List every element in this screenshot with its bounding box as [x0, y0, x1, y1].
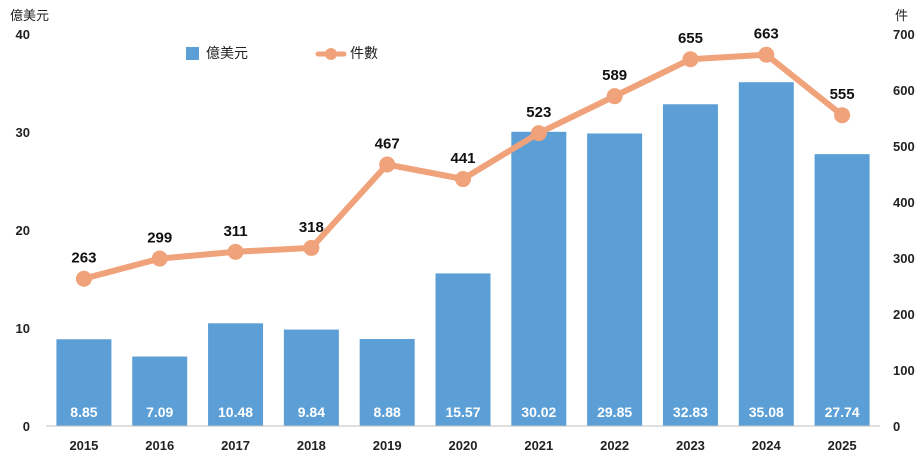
x-tick-label: 2020: [449, 438, 478, 453]
line-value-label: 467: [375, 135, 400, 152]
line-point: [303, 239, 320, 256]
bar-value-label: 29.85: [597, 404, 632, 420]
bar-value-label: 30.02: [521, 404, 556, 420]
x-tick-label: 2022: [600, 438, 629, 453]
line-value-labels: 263 299 311 318 467 441 523 589 655 663 555: [71, 26, 854, 267]
line-value-label: 555: [830, 86, 855, 103]
right-axis-unit: 件: [895, 8, 908, 23]
left-tick-label: 0: [23, 419, 30, 434]
left-tick-label: 30: [16, 125, 30, 140]
line-value-label: 311: [223, 223, 247, 240]
bar-value-label: 32.83: [673, 404, 708, 420]
line-value-label: 655: [678, 30, 703, 47]
bar-value-label: 8.85: [70, 404, 97, 420]
line-value-label: 299: [147, 230, 172, 247]
line-point: [227, 243, 244, 260]
line-point: [75, 270, 92, 287]
legend-label-line: 件數: [350, 45, 378, 61]
bar: [511, 131, 567, 426]
bar-value-labels: 8.85 7.09 10.48 9.84 8.88 15.57 30.02 29.85 32.8…: [70, 404, 860, 420]
bar-value-label: 10.48: [218, 404, 253, 420]
bar-value-label: 27.74: [825, 404, 860, 420]
left-axis-unit: 億美元: [10, 8, 49, 23]
x-tick-label: 2019: [373, 438, 402, 453]
x-tick-label: 2018: [297, 438, 326, 453]
x-tick-label: 2021: [524, 438, 553, 453]
right-tick-label: 0: [893, 419, 900, 434]
bar: [359, 338, 415, 426]
line-point: [682, 51, 699, 68]
right-tick-label: 100: [893, 363, 915, 378]
right-tick-label: 500: [893, 139, 915, 154]
bar: [662, 104, 718, 427]
bar: [738, 82, 794, 426]
x-tick-label: 2025: [828, 438, 857, 453]
x-tick-label: 2017: [221, 438, 250, 453]
line-point: [530, 125, 547, 142]
right-axis-ticks: 0 100 200 300 400 500 600 700: [893, 27, 915, 434]
line-point: [151, 250, 168, 267]
legend-label-bar: 億美元: [206, 45, 248, 61]
left-tick-label: 40: [16, 27, 30, 42]
right-tick-label: 200: [893, 307, 915, 322]
x-tick-label: 2023: [676, 438, 705, 453]
bar: [435, 273, 491, 426]
legend: 億美元 件數: [186, 45, 378, 61]
line-value-label: 263: [71, 250, 96, 267]
bar-value-label: 15.57: [445, 404, 480, 420]
line-series: [75, 46, 851, 287]
bar: [132, 356, 188, 426]
bar: [814, 154, 870, 426]
line-value-label: 589: [602, 67, 627, 84]
left-axis-ticks: 0 10 20 30 40: [16, 27, 30, 434]
line-point: [606, 88, 623, 105]
line-point: [834, 107, 851, 124]
right-tick-label: 300: [893, 251, 915, 266]
x-tick-label: 2016: [145, 438, 174, 453]
bar: [208, 323, 264, 426]
left-tick-label: 20: [16, 223, 30, 238]
legend-swatch-bar: [186, 47, 199, 60]
bar-value-label: 7.09: [146, 404, 173, 420]
line-value-label: 523: [526, 104, 551, 121]
x-axis-ticks: 2015 2016 2017 2018 2019 2020 2021 2022 2023 2024…: [69, 438, 856, 453]
line-value-label: 318: [299, 219, 324, 236]
bar: [56, 339, 112, 426]
line-value-label: 441: [450, 150, 475, 167]
bar-value-label: 8.88: [374, 404, 401, 420]
bars: [56, 82, 870, 427]
line-point: [379, 156, 396, 173]
left-tick-label: 10: [16, 321, 30, 336]
line-value-label: 663: [754, 26, 779, 43]
right-tick-label: 400: [893, 195, 915, 210]
bar: [587, 133, 643, 426]
bar: [283, 329, 339, 426]
right-tick-label: 700: [893, 27, 915, 42]
right-tick-label: 600: [893, 83, 915, 98]
x-tick-label: 2024: [752, 438, 782, 453]
legend-swatch-marker: [325, 48, 337, 60]
bar-value-label: 9.84: [298, 404, 325, 420]
line-point: [758, 46, 775, 63]
x-tick-label: 2015: [69, 438, 98, 453]
line-point: [455, 171, 471, 188]
bar-value-label: 35.08: [749, 404, 784, 420]
